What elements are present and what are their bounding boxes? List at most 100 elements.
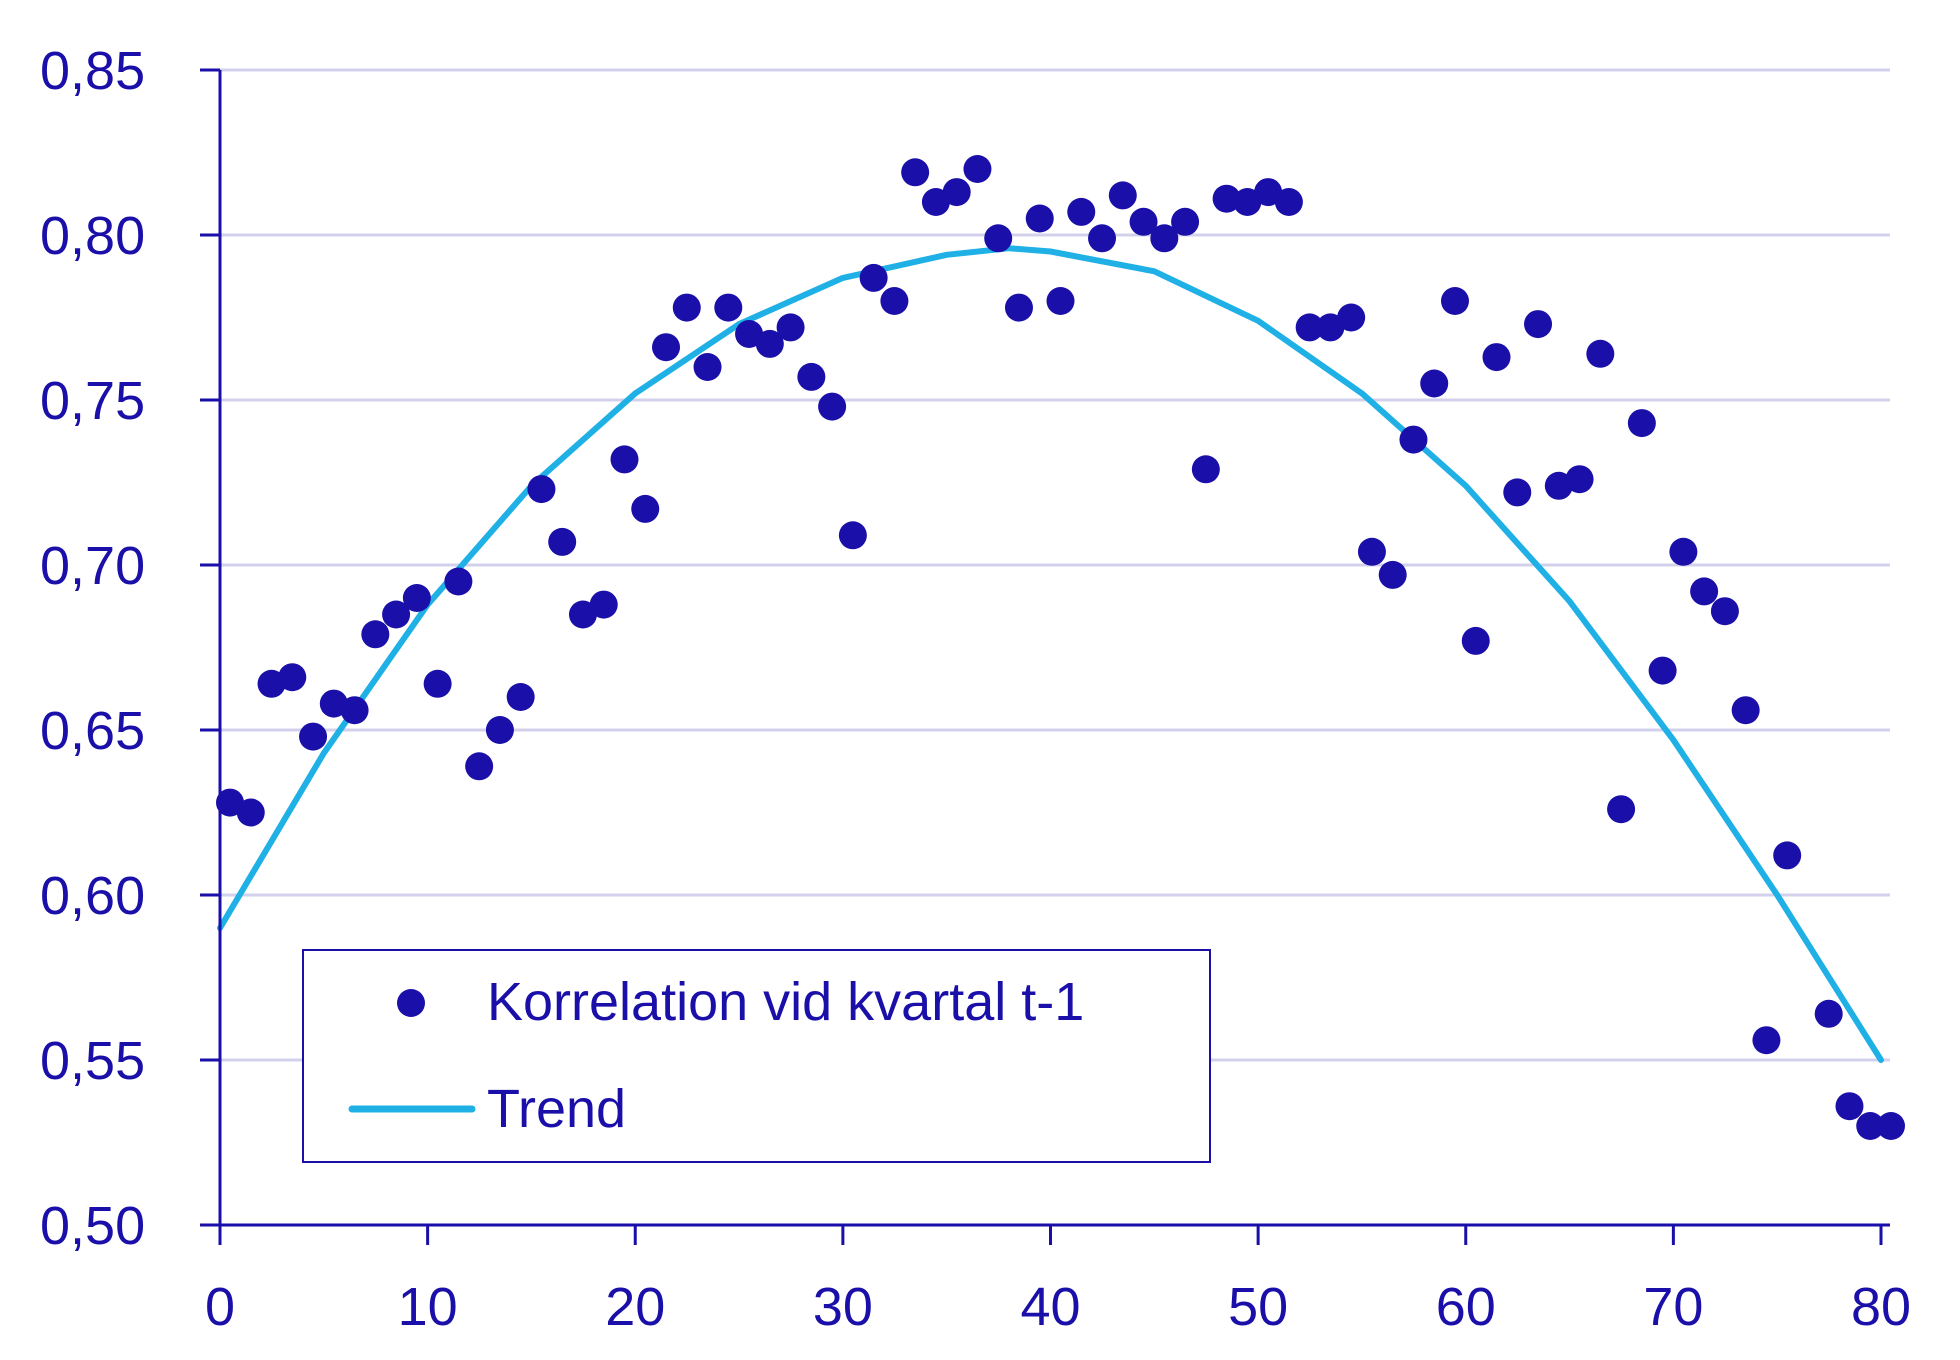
y-tick-label: 0,50 <box>40 1196 145 1256</box>
trend-line <box>217 245 1884 1063</box>
legend-box <box>302 949 1211 1163</box>
data-point <box>1420 369 1449 398</box>
data-point <box>506 683 535 711</box>
data-point <box>1524 310 1553 339</box>
data-point <box>527 475 556 504</box>
data-point <box>838 521 867 550</box>
data-point <box>755 329 784 358</box>
y-tick-label: 0,70 <box>40 536 145 596</box>
data-point <box>216 788 244 817</box>
data-point <box>1607 795 1636 824</box>
legend-marker-points <box>397 989 425 1017</box>
data-point <box>1482 343 1511 372</box>
legend-label-trend: Trend <box>487 1079 626 1139</box>
data-point <box>1378 560 1407 589</box>
data-point <box>880 287 909 315</box>
data-point <box>1191 455 1220 484</box>
data-point <box>340 696 369 725</box>
data-point <box>1212 184 1241 213</box>
data-point <box>818 392 847 421</box>
x-tick-label: 70 <box>1643 1277 1703 1337</box>
x-tick-label: 0 <box>205 1277 235 1337</box>
data-point <box>1627 409 1656 438</box>
data-point <box>1150 224 1179 253</box>
data-point <box>1399 425 1428 454</box>
data-point <box>1025 204 1054 233</box>
data-point <box>465 752 494 781</box>
x-tick-label: 20 <box>605 1277 665 1337</box>
data-point <box>1877 1112 1905 1140</box>
data-point <box>610 445 639 474</box>
data-point <box>361 620 390 649</box>
data-point <box>1814 999 1843 1028</box>
data-point <box>1295 313 1324 342</box>
data-point <box>1129 207 1158 236</box>
data-point <box>1669 537 1698 566</box>
x-tick-label: 50 <box>1228 1277 1288 1337</box>
data-point <box>714 293 743 322</box>
data-point <box>444 567 473 596</box>
data-point <box>1461 626 1490 655</box>
data-point <box>402 584 431 612</box>
data-point <box>1171 207 1200 236</box>
x-tick-labels: 0 10 20 30 40 50 60 70 80 <box>205 1277 1911 1337</box>
legend: Korrelation vid kvartal t-1 Trend <box>302 949 1211 1163</box>
data-point <box>236 798 265 827</box>
data-point <box>797 362 826 391</box>
gridlines <box>220 68 1890 1062</box>
axes <box>200 68 1890 1245</box>
y-tick-label: 0,60 <box>40 866 145 926</box>
data-point <box>1856 1112 1885 1140</box>
data-point <box>1690 577 1719 606</box>
data-point <box>735 320 764 348</box>
data-point <box>1274 188 1303 216</box>
data-point <box>652 333 681 362</box>
data-point <box>1731 696 1760 725</box>
data-point <box>589 590 618 619</box>
data-point <box>1440 287 1469 315</box>
data-point <box>382 600 411 629</box>
y-tick-label: 0,55 <box>40 1031 145 1091</box>
data-point <box>693 353 722 381</box>
data-point <box>1316 313 1345 342</box>
data-point <box>776 313 805 342</box>
data-point <box>859 263 888 292</box>
data-point <box>1835 1092 1864 1121</box>
y-tick-label: 0,65 <box>40 701 145 761</box>
data-point <box>1233 188 1262 216</box>
data-point <box>1710 597 1739 626</box>
data-point <box>423 669 452 698</box>
x-tick-label: 60 <box>1436 1277 1496 1337</box>
y-tick-label: 0,75 <box>40 371 145 431</box>
data-point <box>984 224 1013 253</box>
y-tick-label: 0,80 <box>40 206 145 266</box>
data-point <box>631 494 660 523</box>
y-tick-label: 0,85 <box>40 41 145 101</box>
data-point <box>1565 465 1594 494</box>
legend-label-points: Korrelation vid kvartal t-1 <box>487 972 1084 1032</box>
data-point <box>1586 339 1615 368</box>
y-tick-labels: 0,50 0,55 0,60 0,65 0,70 0,75 0,80 0,85 <box>40 41 145 1256</box>
x-tick-label: 10 <box>398 1277 458 1337</box>
data-point <box>672 293 701 322</box>
data-point <box>1357 537 1386 566</box>
data-point <box>1088 224 1117 253</box>
x-tick-label: 40 <box>1020 1277 1080 1337</box>
data-point <box>568 600 597 629</box>
data-point <box>1648 656 1677 685</box>
data-point <box>1337 303 1366 332</box>
data-point <box>548 527 577 556</box>
trend-layer <box>217 245 1884 1063</box>
x-tick-label: 80 <box>1851 1277 1911 1337</box>
data-point <box>1503 478 1532 507</box>
data-point <box>299 722 328 751</box>
data-point <box>942 178 971 207</box>
data-point <box>963 155 992 183</box>
data-point <box>1773 841 1802 870</box>
data-point <box>1046 287 1075 315</box>
data-point <box>278 663 307 692</box>
data-point <box>921 188 950 216</box>
data-point <box>1004 293 1033 322</box>
data-point <box>901 158 930 187</box>
